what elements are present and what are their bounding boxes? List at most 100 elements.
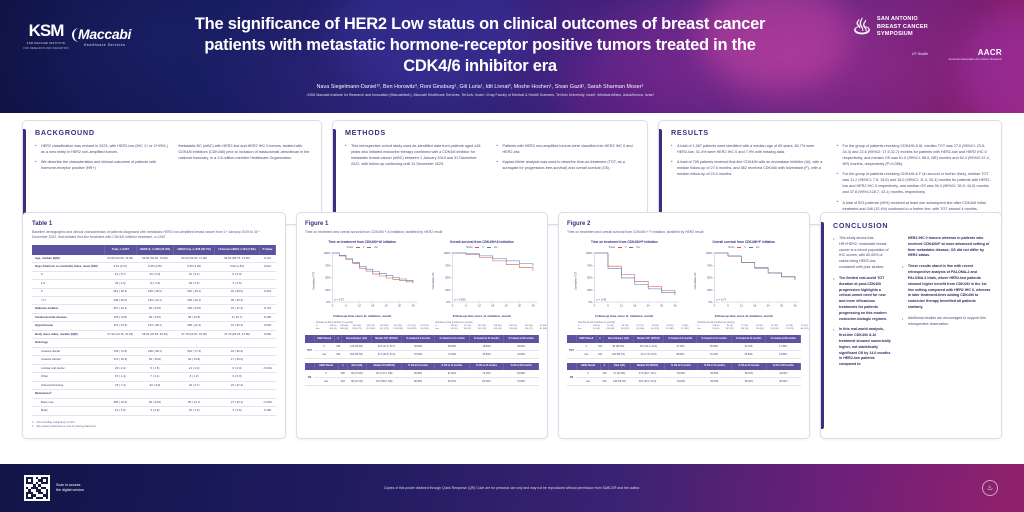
qr-module (43, 486, 46, 490)
risk-cell: 45 (98) (539, 328, 547, 331)
qr-module (26, 491, 29, 495)
stat-cell: 55.80% (696, 342, 732, 351)
table1-cell (104, 338, 137, 348)
x-axis-label: Follow-up time since 1L initiation, mont… (452, 314, 511, 319)
table-row: low 224 148 (66.1%) 36.4 (30.9, 44.0) 94.20%… (567, 377, 801, 387)
table1-row-label: Histology (32, 338, 105, 348)
table-row: Invasive lobular 174 ( 16.3) 63 ( 18.8) 94 … (32, 355, 276, 365)
background-bullet: We describe the characteristics and clin… (35, 159, 169, 171)
methods-bullet: Kaplan-Meier analysis was used to descri… (497, 159, 639, 171)
stat-cell: 84.00% (469, 377, 504, 387)
stat-cell: 93.30% (664, 370, 698, 379)
stat-cell: 235 (334, 342, 342, 351)
figure2-risk-table-left: 0 104 (0) 71 (32) 43 (59) 27 (74) 18 (83) 12 (… (578, 324, 693, 331)
risk-cell: 29 (182) (665, 328, 675, 331)
stat-cell: 52.4 (47.4, NR) (366, 370, 402, 379)
svg-text:18: 18 (371, 304, 375, 308)
legend-swatch (737, 246, 742, 249)
qr-module (33, 484, 36, 487)
risk-row: low 424 (0) 349 (54) 255 (179) 219 (245) 151 … (316, 328, 431, 332)
stat-cell: 36.4 (30.9, 44.0) (630, 377, 665, 387)
km-chart-legend: Strata 0 low (425, 246, 540, 249)
table1-cell: <0.001 (259, 364, 276, 374)
table1-row-label: Other (32, 372, 105, 382)
table1-cell: 24 ( 3.7) (173, 381, 215, 391)
legend-swatch (629, 246, 634, 249)
km-chart-legend: Strata 0 low (305, 246, 420, 249)
table1: Total, n=1067 HER2=0, n=338 (31.6%) HER2=l… (32, 245, 276, 416)
y-axis-label: Cumulative TOT (574, 272, 578, 291)
table1-cell: 238 ( 68.1) (136, 347, 174, 357)
legend-label: low (636, 246, 640, 250)
table1-cell: 27 ( 32.1) (214, 398, 260, 408)
figure1-title: Figure 1 (305, 221, 329, 227)
main-content-row: Table 1 Baseline demographic and clinica… (22, 212, 1002, 439)
risk-cell: 40 (173) (650, 328, 660, 331)
table1-cell: 0.294 (259, 330, 276, 340)
table-row: TOT 0 104 89 (85.6%) 15.0 (11.4, 20.4) 73.10%… (567, 342, 801, 359)
table-row: low 224 192 (85.7%) 11.2 (7.8, 15.6) 68.80% 4… (567, 350, 801, 359)
stat-col-header: % treated at 6 months (663, 335, 698, 343)
svg-text:36: 36 (673, 304, 677, 308)
qr-module (30, 496, 34, 499)
stat-cell: 89 (85.6%) (603, 342, 634, 351)
conclusion-bullet: Additional studies are encouraged to sup… (902, 316, 991, 328)
poster-title: The significance of HER2 Low status on c… (194, 15, 766, 76)
ksm-logo-subtitle-1: KSM MACCABI INSTITUTE (26, 42, 66, 45)
ksm-logo: KSM KSM MACCABI INSTITUTE FOR RESEARCH A… (22, 22, 70, 50)
svg-text:24: 24 (504, 304, 508, 308)
stat-col-header: Discontinued, n(%) (603, 335, 634, 343)
svg-text:24: 24 (647, 304, 651, 308)
risk-cell: 126 (83) (755, 328, 764, 331)
qr-module (45, 481, 48, 485)
table1-cell: 63.00 (52.00, 73.00) (104, 254, 137, 264)
table-row: Body mass index, median (IQR) 27.92 (24.1… (32, 330, 276, 340)
risk-cell: 201 (22) (725, 328, 734, 331)
km-chart-title: Overall survival from CDK4/6i+AI initiat… (449, 240, 514, 245)
methods-section: METHODS This retrospective cohort study … (332, 120, 648, 225)
figure1-charts: Time on treatment from CDK4/6i+AI initia… (305, 240, 539, 318)
background-section: BACKGROUND HER2 classification was revis… (22, 120, 322, 225)
table1-cell: 82 ( 24.5) (136, 304, 174, 314)
stat-col-header: % OS at 6 months (664, 362, 698, 371)
stat-col-header: % treated at 12 months (696, 335, 732, 343)
table1-cell: 0 ( 0.0) (214, 364, 260, 374)
stat-cell: 86.90% (401, 342, 435, 351)
figure1-risk-caption-right: Number at risk (number on events) (435, 321, 473, 325)
table1-cell: 20 ( 6.0) (136, 271, 174, 281)
risk-cell: 217 (8) (463, 324, 471, 327)
table1-col-header: Unknown HER2, n=84 (7.9%) (214, 245, 261, 255)
results-bullets-col2: For the group of patients receiving CDK4… (837, 142, 993, 216)
aacr-logo-mark: AACR (977, 48, 1002, 57)
qr-module (30, 491, 34, 495)
qr-block[interactable]: Scan to access the digital version (24, 475, 84, 501)
legend-label: 0 (624, 246, 627, 250)
stat-cell: 80.80% (697, 370, 732, 379)
qr-code-image[interactable] (24, 475, 50, 501)
stat-cell: 15.0 (11.4, 20.4) (633, 342, 664, 351)
qr-module (38, 496, 41, 499)
risk-cell: 66 (115) (394, 324, 402, 327)
stat-cell: 59.40% (731, 377, 767, 387)
stat-cell: 192 (85.7%) (603, 350, 634, 359)
table1-cell: 27.92 (24.16, 31.63) (104, 330, 137, 340)
table1-cell (259, 296, 276, 306)
stat-col-header: n (600, 362, 610, 371)
stat-col-header: % treated at 6 months (401, 335, 436, 343)
stat-col-header: % OS at 36 months (503, 362, 539, 371)
stat-header-row: HER2 Result n Died n(%) Median OS (95%CI)% … (567, 362, 802, 371)
svg-text:36: 36 (793, 304, 797, 308)
stat-col-header: % treated at 24 months (731, 335, 767, 343)
stat-corner (305, 335, 315, 343)
risk-strata-label: 0 (435, 324, 437, 327)
table-row: 0 61 ( 5.7) 20 ( 6.0) 41 ( 6.4) 0 ( 0.0) (32, 271, 276, 281)
risk-cell: 22 (187) (680, 328, 690, 331)
table1-cell: 0.716 (259, 304, 276, 314)
svg-text:30: 30 (780, 304, 784, 308)
svg-text:6: 6 (345, 304, 347, 308)
table-row: low 424 254 (58.7%) 27.0 (23.5, 34.4) 87.90%… (305, 350, 539, 359)
risk-cell: 424 (0) (450, 328, 458, 331)
conclusion-title: CONCLUSION (833, 221, 889, 230)
qr-module (43, 494, 46, 497)
risk-row: low 224 (0) 201 (22) 165 (52) 126 (83) 97 (10… (698, 328, 813, 332)
